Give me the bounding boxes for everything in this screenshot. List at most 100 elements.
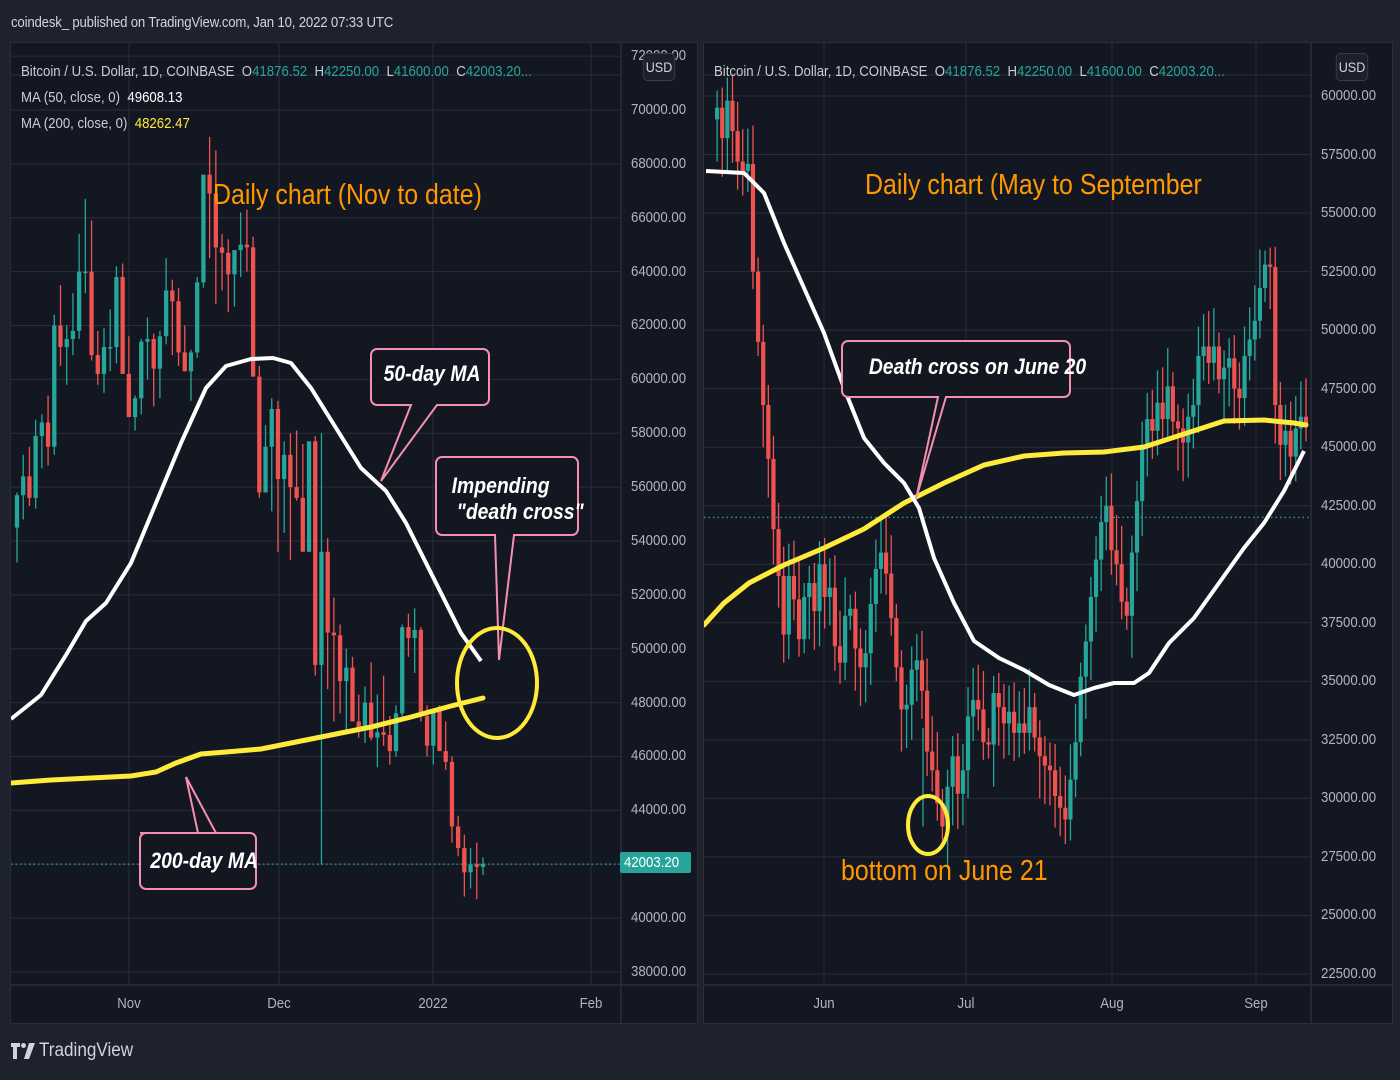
candle-body bbox=[14, 495, 20, 528]
ma50-legend[interactable]: MA (50, close, 0) 49608.13 bbox=[21, 89, 183, 106]
ma50-value: 49608.13 bbox=[127, 89, 183, 106]
candle-body bbox=[244, 244, 250, 248]
callout-death-cross-bubble bbox=[841, 340, 1071, 500]
candle-body bbox=[976, 700, 981, 710]
candle-body bbox=[145, 338, 150, 342]
candle-body bbox=[275, 409, 281, 480]
candle-body bbox=[919, 660, 925, 691]
candle-body bbox=[1252, 320, 1257, 340]
candle-body bbox=[981, 709, 986, 743]
open-value: 41876.52 bbox=[945, 63, 1001, 80]
candle-body bbox=[1140, 444, 1145, 502]
price-tick-label: 58000.00 bbox=[631, 424, 687, 442]
candle-body bbox=[1293, 428, 1298, 457]
callout-ma50-bubble bbox=[370, 348, 490, 482]
candle-body bbox=[837, 646, 843, 663]
candle-body bbox=[1273, 266, 1278, 406]
candle-body bbox=[132, 398, 138, 418]
candle-body bbox=[755, 271, 761, 342]
candle-body bbox=[319, 551, 324, 665]
candle-body bbox=[39, 422, 45, 436]
candle-body bbox=[735, 131, 740, 162]
candle-body bbox=[424, 716, 430, 746]
callout-200-day-ma: 200-day MA bbox=[150, 848, 258, 873]
candle-body bbox=[1247, 339, 1252, 356]
right-chart-canvas[interactable] bbox=[704, 43, 1394, 1025]
candle-body bbox=[306, 441, 312, 552]
candle-body bbox=[740, 161, 745, 171]
candle-body bbox=[750, 163, 756, 272]
candle-body bbox=[1227, 358, 1232, 368]
candle-body bbox=[344, 667, 349, 682]
candle-body bbox=[766, 405, 771, 459]
candle-body bbox=[924, 690, 930, 752]
candle-body bbox=[715, 107, 720, 120]
candle-body bbox=[991, 693, 996, 745]
candle-body bbox=[1119, 564, 1124, 602]
tradingview-logo[interactable]: TradingView bbox=[11, 1040, 144, 1062]
currency-badge[interactable]: USD bbox=[642, 53, 676, 81]
price-tick-label: 40000.00 bbox=[1321, 555, 1377, 573]
left-chart-panel[interactable]: Bitcoin / U.S. Dollar, 1D, COINBASE O418… bbox=[10, 42, 699, 1025]
ma200-legend[interactable]: MA (200, close, 0) 48262.47 bbox=[21, 115, 190, 132]
candle-body bbox=[1211, 346, 1216, 363]
candle-body bbox=[955, 756, 960, 794]
right-chart-panel[interactable]: Bitcoin / U.S. Dollar, 1D, COINBASE O418… bbox=[703, 42, 1394, 1025]
candle-body bbox=[848, 608, 853, 616]
candle-body bbox=[904, 704, 909, 710]
candle-body bbox=[878, 552, 884, 569]
price-tick-label: 42500.00 bbox=[1321, 496, 1377, 514]
last-price-label: 42003.20 bbox=[620, 852, 691, 873]
left-chart-canvas[interactable] bbox=[11, 43, 699, 1025]
candle-body bbox=[101, 347, 107, 374]
candle-body bbox=[331, 632, 337, 636]
time-tick-label: Sep bbox=[1244, 995, 1268, 1012]
candle-body bbox=[1283, 430, 1288, 445]
candle-body bbox=[337, 635, 343, 682]
candle-body bbox=[1150, 419, 1155, 431]
candle-body bbox=[400, 627, 405, 714]
death-cross-circle bbox=[455, 626, 539, 740]
price-tick-label: 68000.00 bbox=[631, 154, 687, 172]
ma50-line bbox=[11, 356, 483, 721]
candle-body bbox=[1134, 501, 1140, 553]
candle-body bbox=[1017, 723, 1022, 733]
candle-body bbox=[27, 476, 32, 498]
candle-body bbox=[418, 629, 424, 717]
candle-body bbox=[791, 575, 797, 600]
candle-body bbox=[776, 529, 781, 576]
currency-badge[interactable]: USD bbox=[1335, 53, 1369, 81]
candle-body bbox=[853, 608, 858, 649]
candle-body bbox=[33, 435, 38, 498]
candle-body bbox=[250, 247, 256, 377]
candle-body bbox=[387, 734, 392, 752]
candle-body bbox=[257, 376, 262, 493]
candle-body bbox=[356, 721, 361, 730]
candle-body bbox=[1058, 796, 1063, 808]
candle-body bbox=[771, 458, 776, 530]
price-tick-label: 48000.00 bbox=[631, 693, 687, 711]
tradingview-logo-icon bbox=[11, 1043, 35, 1059]
candle-body bbox=[1047, 765, 1053, 771]
candle-body bbox=[1237, 388, 1242, 399]
time-tick-label: Jul bbox=[957, 995, 975, 1012]
candle-body bbox=[1006, 711, 1012, 724]
candle-body bbox=[474, 864, 479, 867]
candle-body bbox=[157, 336, 163, 369]
candle-body bbox=[1001, 707, 1006, 724]
candle-body bbox=[1155, 402, 1160, 431]
candle-body bbox=[95, 355, 100, 374]
price-tick-label: 30000.00 bbox=[1321, 789, 1377, 807]
candle-body bbox=[480, 864, 486, 867]
candle-body bbox=[1145, 419, 1150, 445]
candle-body bbox=[52, 325, 57, 447]
candle-body bbox=[786, 575, 791, 635]
price-tick-label: 45000.00 bbox=[1321, 438, 1377, 456]
candle-body bbox=[1027, 707, 1032, 733]
candle-body bbox=[195, 282, 200, 353]
price-tick-label: 54000.00 bbox=[631, 531, 687, 549]
close-value: 42003.20... bbox=[465, 63, 532, 80]
candle-body bbox=[182, 352, 187, 372]
candle-body bbox=[449, 761, 455, 827]
candle-body bbox=[437, 710, 442, 752]
